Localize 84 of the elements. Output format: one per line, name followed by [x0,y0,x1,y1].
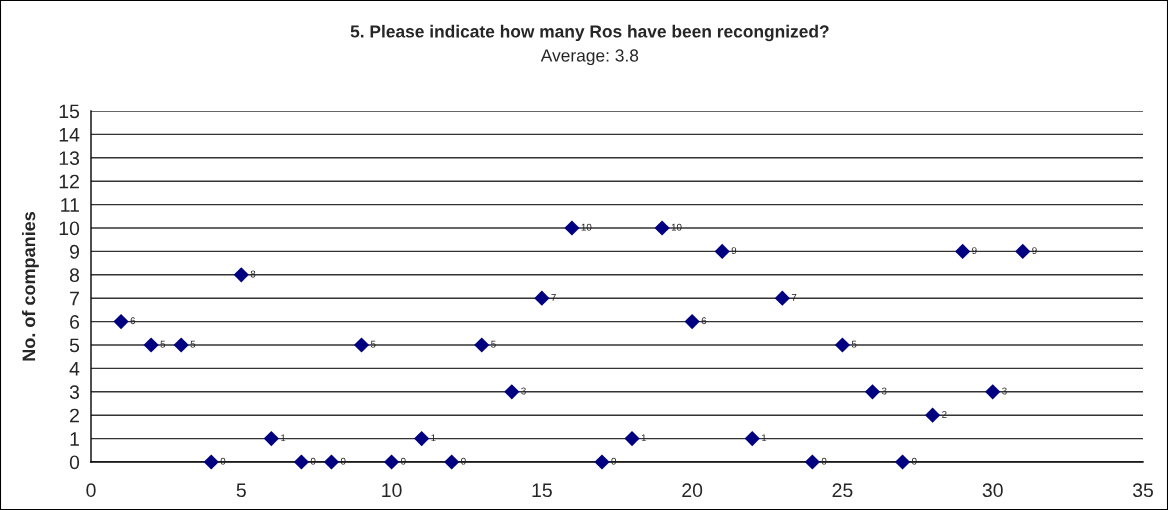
point [383,454,400,470]
point [173,337,189,353]
point [564,220,580,236]
data-label: 1 [431,434,436,442]
chart-subtitle: Average: 3.8 [540,49,639,66]
data-label: 0 [611,457,617,465]
data-label: 5 [190,340,196,348]
point [203,454,219,470]
data-label: 2 [942,410,947,418]
point [414,430,430,447]
point [744,430,760,447]
point [624,430,640,447]
point [774,290,790,306]
point [834,337,851,353]
point [353,337,370,353]
y-tick-label: 15 [59,104,80,119]
y-tick-label: 0 [69,455,80,470]
x-tick-label: 35 [1132,483,1153,498]
data-label: 3 [1002,387,1007,395]
point [233,267,249,283]
x-tick-label: 25 [832,483,853,498]
data-label: 0 [310,457,316,465]
point [594,454,610,470]
data-label: 6 [130,317,136,325]
data-label: 6 [701,317,707,325]
data-label: 9 [731,247,737,255]
data-label: 5 [160,340,166,348]
chart-title: 5. Please indicate how many Ros have been recongnized? [350,24,829,42]
y-tick-label: 10 [59,221,80,236]
data-label: 5 [370,340,376,348]
point [864,384,881,400]
data-label: 1 [641,434,646,442]
y-tick-label: 12 [59,174,79,189]
y-tick-label: 14 [59,128,80,142]
data-label: 1 [762,434,767,442]
point [894,454,911,470]
y-tick-label: 5 [69,338,80,353]
point [113,313,129,330]
data-label: 3 [881,387,887,395]
point [804,454,820,470]
data-label: 9 [972,247,977,255]
point [143,337,159,353]
x-tick-label: 20 [682,483,703,498]
data-label: 7 [791,294,797,301]
point [534,290,550,306]
point [444,454,460,470]
data-label: 9 [1032,247,1037,255]
point [955,243,971,260]
y-tick-label: 6 [70,315,80,329]
data-label: 7 [551,294,556,301]
point [654,220,670,236]
point [1015,243,1031,260]
data-label: 0 [400,457,406,465]
data-label: 5 [851,340,857,348]
y-tick-label: 9 [69,244,79,259]
point [293,454,310,470]
data-label: 3 [521,387,526,395]
x-tick-label: 5 [236,483,246,498]
y-tick-label: 8 [69,268,80,283]
y-tick-label: 7 [70,291,79,306]
x-tick-label: 0 [86,483,96,498]
point [924,407,941,423]
y-tick-label: 1 [70,432,79,446]
data-label: 0 [911,457,917,465]
point [714,243,730,260]
point [474,337,490,353]
x-tick-label: 30 [982,483,1003,498]
point [985,384,1001,400]
point [684,313,700,330]
y-tick-label: 13 [59,151,80,166]
y-tick-label: 2 [70,408,79,423]
x-tick-label: 10 [382,483,402,498]
data-label: 1 [281,434,286,442]
data-label: 0 [461,457,466,465]
data-label: 5 [491,340,496,348]
point [504,384,520,400]
y-tick-label: 11 [61,198,79,212]
data-label: 0 [340,457,346,465]
x-tick-label: 15 [532,483,552,498]
y-axis-title: No. of companies [21,211,39,361]
point [323,454,340,470]
y-tick-label: 4 [69,362,80,376]
point [263,430,279,447]
y-tick-label: 3 [69,385,80,400]
